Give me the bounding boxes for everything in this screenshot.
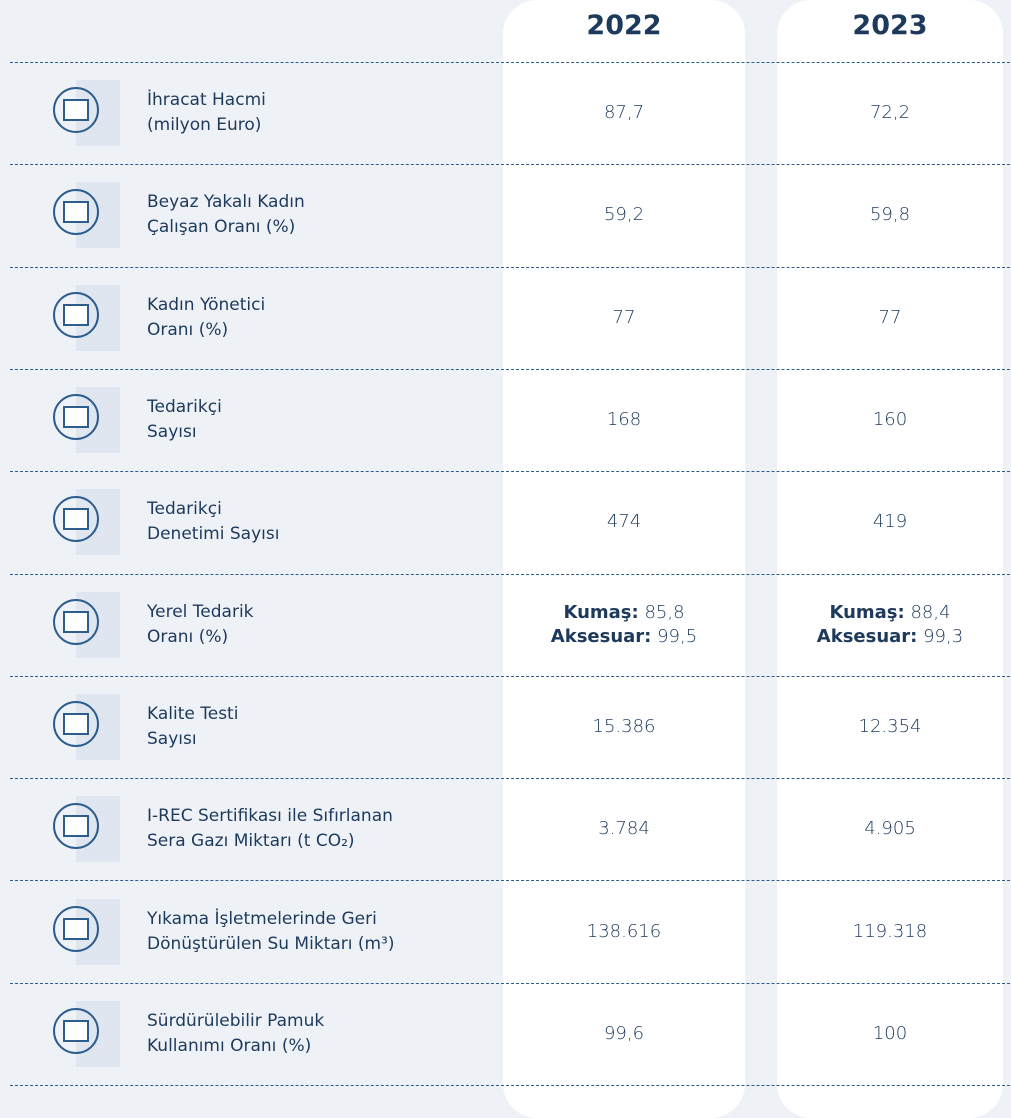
label-line: Yıkama İşletmelerinde Geri bbox=[147, 908, 377, 929]
label-line: I-REC Sertifikası ile Sıfırlanan bbox=[147, 806, 393, 827]
value-cell: 138.616 bbox=[586, 920, 662, 942]
row-divider bbox=[10, 266, 1010, 268]
value-cell: 474 bbox=[606, 511, 642, 533]
icon bbox=[53, 796, 120, 863]
value-cell: 160 bbox=[872, 409, 908, 431]
value: 99,5 bbox=[657, 625, 698, 647]
label-line: Kadın Yönetici bbox=[147, 294, 266, 315]
label-line: (milyon Euro) bbox=[147, 115, 262, 136]
value-key: Aksesuar: bbox=[816, 625, 918, 647]
value-cell: 77 bbox=[612, 306, 636, 328]
row-icon bbox=[40, 387, 120, 457]
label-line: Sürdürülebilir Pamuk bbox=[147, 1010, 325, 1031]
row-icon bbox=[40, 284, 120, 355]
row-icon bbox=[40, 80, 120, 150]
column-header: 2023 bbox=[852, 10, 928, 41]
icon bbox=[53, 387, 120, 454]
value-cell: 12.354 bbox=[858, 715, 922, 737]
value-cell: 77 bbox=[878, 306, 902, 328]
row-icon bbox=[40, 591, 120, 662]
value-cell: 3.784 bbox=[598, 818, 650, 840]
value-cell: 99,6 bbox=[603, 1022, 645, 1044]
label-line: Kullanımı Oranı (%) bbox=[147, 1035, 312, 1056]
value-cell: 87,7 bbox=[603, 102, 645, 124]
row-label: Yıkama İşletmelerinde Geri Dönüştürülen S… bbox=[147, 907, 395, 957]
icon bbox=[53, 898, 120, 965]
value-cell: Kumaş: 88,4 Aksesuar: 99,3 bbox=[777, 601, 1003, 649]
row-icon bbox=[40, 182, 120, 252]
value-cell: 4.905 bbox=[864, 818, 916, 840]
value-cell: 100 bbox=[872, 1022, 908, 1044]
value-line: Aksesuar: 99,3 bbox=[777, 625, 1003, 649]
value-cell: 15.386 bbox=[592, 715, 656, 737]
row-icon bbox=[40, 1000, 120, 1071]
value: 85,8 bbox=[644, 601, 685, 623]
value-cell: 72,2 bbox=[869, 102, 911, 124]
icon bbox=[53, 284, 120, 351]
row-divider bbox=[10, 778, 1010, 780]
label-line: Oranı (%) bbox=[147, 626, 229, 647]
label-line: Kalite Testi bbox=[147, 703, 239, 724]
value-cell: 419 bbox=[872, 511, 908, 533]
label-line: İhracat Hacmi bbox=[147, 90, 266, 111]
column-panel bbox=[777, 0, 1003, 1118]
label-line: Tedarikçi bbox=[147, 499, 222, 520]
icon bbox=[53, 182, 120, 249]
value-line: Kumaş: 85,8 bbox=[503, 601, 745, 625]
value-cell: 59,2 bbox=[603, 204, 645, 226]
value-cell: 168 bbox=[606, 409, 642, 431]
column-panel bbox=[503, 0, 745, 1118]
column-header: 2022 bbox=[586, 10, 662, 41]
row-label: Yerel Tedarik Oranı (%) bbox=[147, 600, 254, 650]
row-icon bbox=[40, 693, 120, 764]
value: 88,4 bbox=[910, 601, 951, 623]
label-line: Sera Gazı Miktarı (t CO₂) bbox=[147, 831, 355, 852]
label-line: Denetimi Sayısı bbox=[147, 524, 280, 545]
label-line: Dönüştürülen Su Miktarı (m³) bbox=[147, 933, 395, 954]
row-label: Sürdürülebilir Pamuk Kullanımı Oranı (%) bbox=[147, 1009, 324, 1059]
row-label: Tedarikçi Sayısı bbox=[147, 395, 222, 445]
value-cell: 119.318 bbox=[852, 920, 928, 942]
label-line: Oranı (%) bbox=[147, 319, 229, 340]
value-key: Aksesuar: bbox=[550, 625, 652, 647]
icon bbox=[53, 591, 120, 658]
row-icon bbox=[40, 489, 120, 559]
row-label: İhracat Hacmi (milyon Euro) bbox=[147, 88, 266, 138]
row-label: Kalite Testi Sayısı bbox=[147, 702, 238, 752]
value-cell: 59,8 bbox=[869, 204, 911, 226]
icon bbox=[53, 693, 120, 760]
value-line: Aksesuar: 99,5 bbox=[503, 625, 745, 649]
row-divider bbox=[10, 62, 1010, 63]
label-line: Beyaz Yakalı Kadın bbox=[147, 192, 305, 213]
row-divider bbox=[10, 164, 1010, 166]
label-line: Çalışan Oranı (%) bbox=[147, 217, 296, 238]
label-line: Tedarikçi bbox=[147, 397, 222, 418]
icon bbox=[53, 489, 120, 556]
value: 99,3 bbox=[923, 625, 964, 647]
row-divider bbox=[10, 368, 1010, 370]
row-label: Beyaz Yakalı Kadın Çalışan Oranı (%) bbox=[147, 190, 305, 240]
row-divider bbox=[10, 573, 1010, 575]
value-key: Kumaş: bbox=[829, 601, 905, 623]
value-cell: Kumaş: 85,8 Aksesuar: 99,5 bbox=[503, 601, 745, 649]
label-line: Sayısı bbox=[147, 728, 197, 749]
icon bbox=[53, 80, 120, 147]
row-divider bbox=[10, 1085, 1010, 1086]
value-key: Kumaş: bbox=[563, 601, 639, 623]
label-line: Sayısı bbox=[147, 422, 197, 443]
row-divider bbox=[10, 982, 1010, 984]
row-divider bbox=[10, 471, 1010, 473]
row-divider bbox=[10, 675, 1010, 677]
row-label: I-REC Sertifikası ile Sıfırlanan Sera Gaz… bbox=[147, 804, 393, 854]
row-icon bbox=[40, 796, 120, 866]
row-label: Kadın Yönetici Oranı (%) bbox=[147, 293, 265, 343]
row-label: Tedarikçi Denetimi Sayısı bbox=[147, 497, 279, 547]
icon bbox=[53, 1000, 120, 1067]
label-line: Yerel Tedarik bbox=[147, 601, 254, 622]
row-divider bbox=[10, 880, 1010, 882]
value-line: Kumaş: 88,4 bbox=[777, 601, 1003, 625]
row-icon bbox=[40, 898, 120, 969]
